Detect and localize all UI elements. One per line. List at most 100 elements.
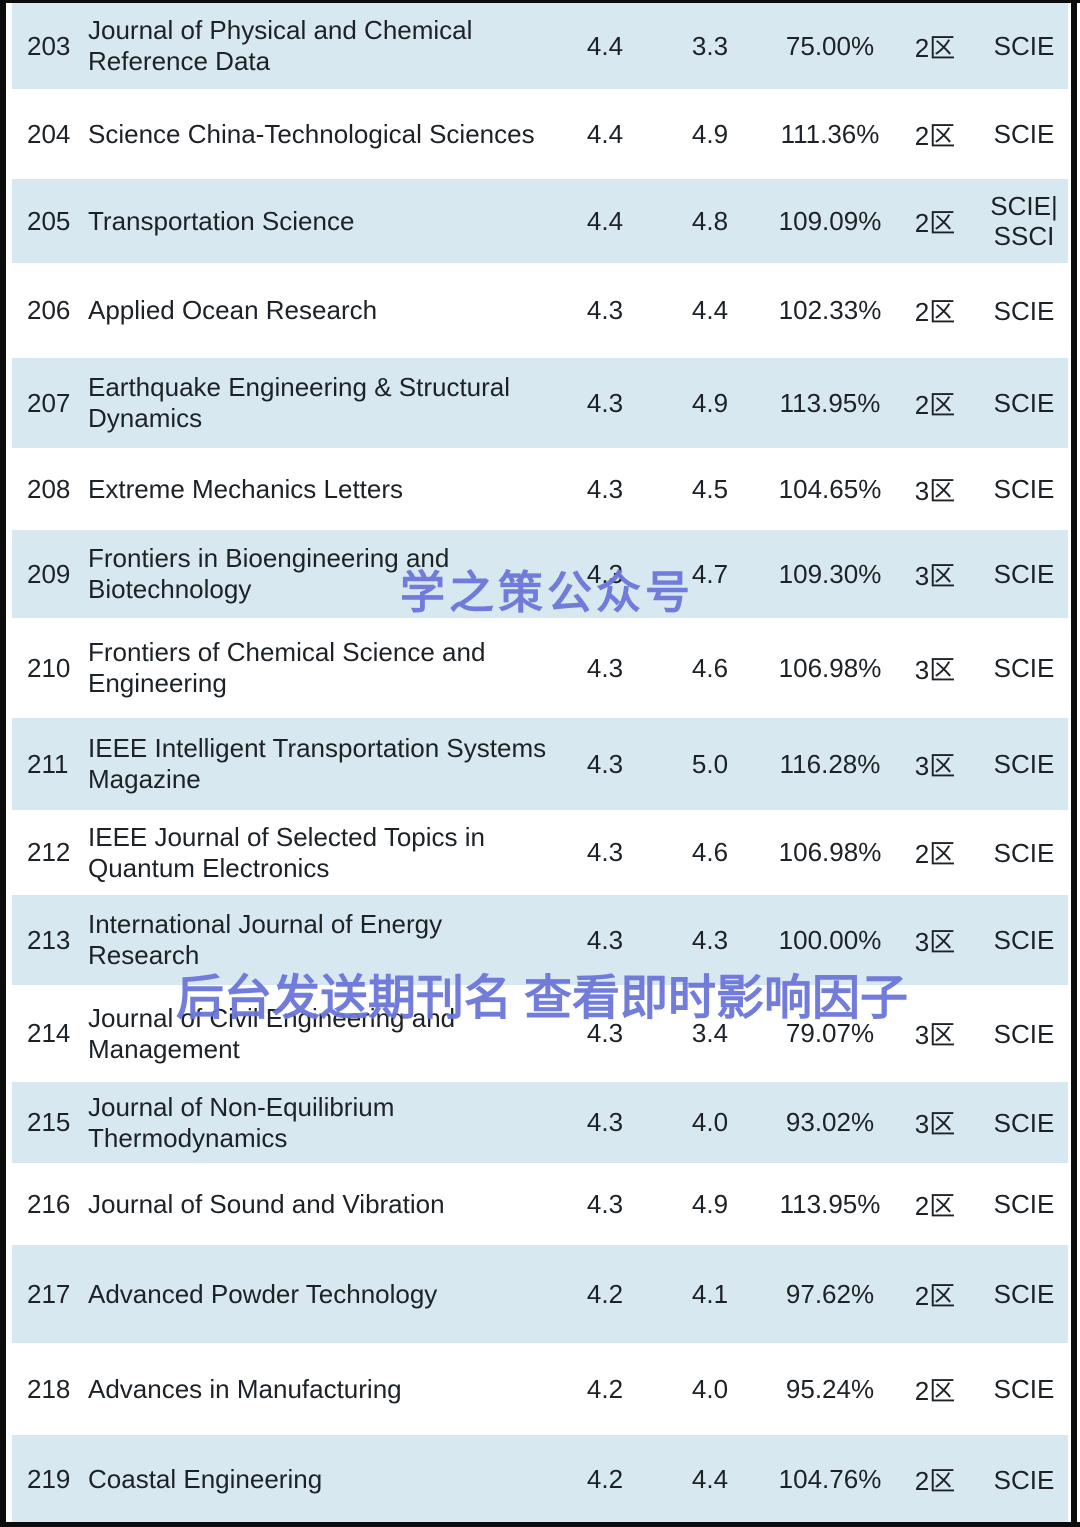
index-cell: SCIE| SSCI <box>990 191 1058 251</box>
table-row: 217 Advanced Powder Technology 4.2 4.1 9… <box>12 1245 1068 1343</box>
percentage-cell: 109.30% <box>778 558 882 589</box>
zone-cell: 3区 <box>914 1020 956 1050</box>
journal-name-cell: IEEE Journal of Selected Topics in Quant… <box>88 821 485 883</box>
rank-cell: 203 <box>27 30 71 61</box>
impact-factor-cell: 4.3 <box>586 837 624 867</box>
rank-cell: 213 <box>27 924 71 955</box>
zone-cell: 2区 <box>914 1280 956 1311</box>
zone-cell: 3区 <box>914 560 956 591</box>
realtime-if-cell: 4.9 <box>691 387 729 418</box>
impact-factor-cell: 4.3 <box>586 387 624 418</box>
index-cell: SCIE <box>993 749 1055 779</box>
zone-cell: 2区 <box>914 1466 956 1496</box>
table-row: 219 Coastal Engineering 4.2 4.4 104.76% … <box>12 1435 1068 1524</box>
impact-factor-cell: 4.3 <box>586 1018 624 1048</box>
journal-name-cell: Frontiers in Bioengineering and Biotechn… <box>88 543 450 604</box>
index-cell: SCIE <box>993 295 1055 326</box>
table-row: 210 Frontiers of Chemical Science and En… <box>12 618 1068 718</box>
percentage-cell: 79.07% <box>785 1018 875 1048</box>
rank-cell: 206 <box>27 295 71 325</box>
journal-name-cell: Advances in Manufacturing <box>88 1373 402 1404</box>
percentage-cell: 100.00% <box>778 924 882 955</box>
impact-factor-cell: 4.2 <box>586 1373 624 1404</box>
realtime-if-cell: 5.0 <box>691 748 729 779</box>
zone-cell: 2区 <box>914 207 956 238</box>
frame-right-line <box>1071 0 1077 1527</box>
index-cell: SCIE <box>993 474 1055 504</box>
percentage-cell: 75.00% <box>785 30 875 61</box>
table-row: 206 Applied Ocean Research 4.3 4.4 102.3… <box>12 263 1068 358</box>
zone-cell: 3区 <box>914 926 956 957</box>
rank-cell: 207 <box>27 387 71 418</box>
realtime-if-cell: 4.4 <box>691 295 729 325</box>
frame-bottom-edge <box>0 1522 1080 1527</box>
zone-cell: 3区 <box>914 475 956 506</box>
impact-factor-cell: 4.3 <box>586 295 624 325</box>
table-row: 209 Frontiers in Bioengineering and Biot… <box>12 530 1068 618</box>
journal-name-cell: Journal of Sound and Vibration <box>88 1188 445 1219</box>
index-cell: SCIE <box>993 119 1055 149</box>
index-cell: SCIE <box>993 31 1055 61</box>
rank-cell: 218 <box>27 1373 71 1404</box>
percentage-cell: 93.02% <box>785 1107 875 1137</box>
zone-cell: 3区 <box>914 750 956 781</box>
index-cell: SCIE <box>993 1464 1055 1495</box>
journal-impact-factor-table: 203 Journal of Physical and Chemical Ref… <box>12 3 1068 1524</box>
table-row: 218 Advances in Manufacturing 4.2 4.0 95… <box>12 1343 1068 1435</box>
zone-cell: 2区 <box>914 1190 956 1221</box>
table-row: 204 Science China-Technological Sciences… <box>12 89 1068 179</box>
impact-factor-cell: 4.3 <box>586 652 624 683</box>
rank-cell: 214 <box>27 1018 71 1048</box>
impact-factor-cell: 4.3 <box>586 748 624 779</box>
impact-factor-cell: 4.3 <box>586 558 624 589</box>
rank-cell: 219 <box>27 1464 71 1494</box>
impact-factor-cell: 4.4 <box>586 118 624 149</box>
rank-cell: 209 <box>27 558 71 589</box>
impact-factor-cell: 4.2 <box>586 1278 624 1309</box>
frame-top-edge <box>0 0 1080 3</box>
index-cell: SCIE <box>993 925 1055 955</box>
table-row: 207 Earthquake Engineering & Structural … <box>12 358 1068 448</box>
index-cell: SCIE <box>993 1018 1055 1049</box>
journal-name-cell: Journal of Non-Equilibrium Thermodynamic… <box>88 1091 395 1153</box>
percentage-cell: 106.98% <box>778 652 882 683</box>
rank-cell: 217 <box>27 1278 71 1309</box>
realtime-if-cell: 4.7 <box>691 558 729 589</box>
zone-cell: 2区 <box>914 32 956 63</box>
rank-cell: 204 <box>27 118 71 149</box>
table-row: 205 Transportation Science 4.4 4.8 109.0… <box>12 179 1068 263</box>
journal-name-cell: Earthquake Engineering & Structural Dyna… <box>88 372 511 433</box>
rank-cell: 210 <box>27 652 71 683</box>
table-row: 203 Journal of Physical and Chemical Ref… <box>12 3 1068 89</box>
realtime-if-cell: 3.3 <box>691 30 729 61</box>
journal-name-cell: IEEE Intelligent Transportation Systems … <box>88 733 547 794</box>
rank-cell: 216 <box>27 1188 71 1219</box>
rank-cell: 215 <box>27 1107 71 1137</box>
journal-name-cell: Advanced Powder Technology <box>88 1278 438 1309</box>
table-row: 211 IEEE Intelligent Transportation Syst… <box>12 718 1068 810</box>
percentage-cell: 104.65% <box>778 473 882 504</box>
journal-name-cell: Frontiers of Chemical Science and Engine… <box>88 637 486 698</box>
index-cell: SCIE <box>993 1189 1055 1219</box>
percentage-cell: 104.76% <box>778 1464 882 1494</box>
realtime-if-cell: 4.4 <box>691 1464 729 1494</box>
index-cell: SCIE <box>993 1279 1055 1309</box>
realtime-if-cell: 4.9 <box>691 118 729 149</box>
impact-factor-cell: 4.3 <box>586 1188 624 1219</box>
percentage-cell: 113.95% <box>779 387 881 418</box>
table-row: 208 Extreme Mechanics Letters 4.3 4.5 10… <box>12 448 1068 530</box>
impact-factor-cell: 4.4 <box>586 30 624 61</box>
zone-cell: 2区 <box>914 297 956 327</box>
journal-name-cell: Science China-Technological Sciences <box>88 118 535 149</box>
frame-left-edge <box>0 0 6 1527</box>
percentage-cell: 95.24% <box>785 1373 875 1404</box>
zone-cell: 2区 <box>914 1375 956 1406</box>
rank-cell: 208 <box>27 473 71 504</box>
realtime-if-cell: 4.6 <box>691 837 729 867</box>
journal-name-cell: Journal of Civil Engineering and Managem… <box>88 1002 456 1064</box>
realtime-if-cell: 4.1 <box>691 1278 729 1309</box>
index-cell: SCIE <box>993 653 1055 683</box>
rank-cell: 205 <box>27 205 71 236</box>
zone-cell: 3区 <box>914 1109 956 1139</box>
rank-cell: 212 <box>27 837 71 867</box>
